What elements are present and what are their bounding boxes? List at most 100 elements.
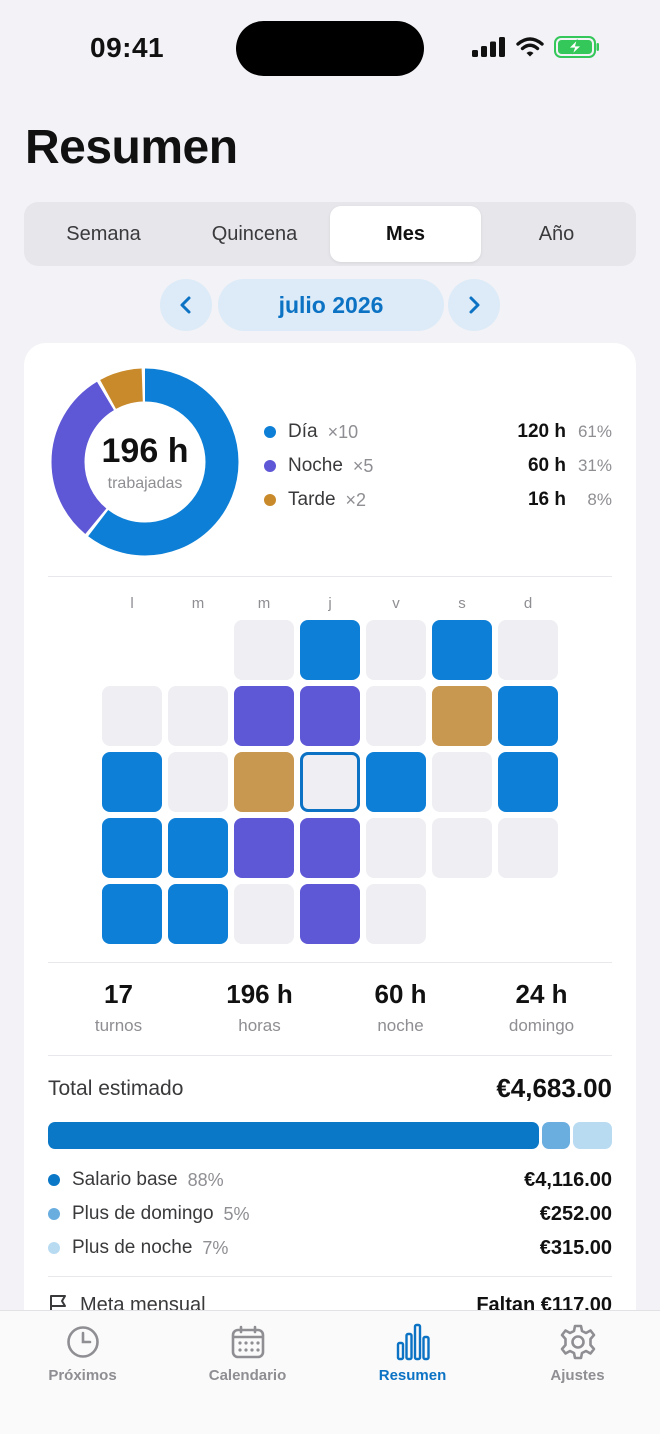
tab-proximos[interactable]: Próximos — [0, 1311, 165, 1434]
calendar-day-dia[interactable] — [300, 620, 360, 680]
weekday-label: s — [458, 595, 466, 612]
stat-domingo: 24 h domingo — [471, 979, 612, 1036]
tab-bar: Próximos Calendario Resumen — [0, 1310, 660, 1434]
legend-row-noche: Noche ×5 60 h 31% — [264, 449, 612, 483]
breakdown-dot — [48, 1242, 60, 1254]
legend-name: Tarde — [288, 489, 336, 510]
calendar-day-dia[interactable] — [366, 752, 426, 812]
segment-quincena[interactable]: Quincena — [211, 222, 298, 245]
chart-bars-icon — [396, 1323, 430, 1361]
calendar-day-dia[interactable] — [168, 884, 228, 944]
calendar-day-dia[interactable] — [168, 818, 228, 878]
calendar-day-free[interactable] — [234, 620, 294, 680]
legend-percent: 31% — [577, 456, 612, 475]
breakdown-percent: 5% — [223, 1203, 250, 1224]
calendar-day-dia[interactable] — [498, 686, 558, 746]
calendar-day-free[interactable] — [168, 686, 228, 746]
page-title: Resumen — [25, 121, 238, 174]
calendar-icon — [231, 1325, 264, 1359]
clock-icon — [66, 1326, 99, 1358]
calendar-day-free[interactable] — [366, 686, 426, 746]
divider — [48, 1055, 612, 1056]
hours-donut-chart — [51, 368, 239, 556]
segment-semana[interactable]: Semana — [66, 222, 141, 245]
stat-horas: 196 h horas — [189, 979, 330, 1036]
legend-count: ×2 — [345, 489, 367, 510]
tab-resumen[interactable]: Resumen — [330, 1311, 495, 1434]
calendar-day-free[interactable] — [498, 620, 558, 680]
legend-percent: 8% — [587, 490, 612, 509]
calendar-day-dia[interactable] — [102, 818, 162, 878]
calendar-day-dia[interactable] — [432, 620, 492, 680]
next-month-button[interactable] — [448, 279, 500, 331]
calendar-day-noche[interactable] — [234, 818, 294, 878]
calendar-day-free[interactable] — [498, 818, 558, 878]
breakdown-dot — [48, 1174, 60, 1186]
divider — [48, 1276, 612, 1277]
calendar-day-free[interactable] — [366, 884, 426, 944]
calendar-day-dia[interactable] — [102, 884, 162, 944]
status-icons — [472, 36, 600, 58]
calendar-day-tarde[interactable] — [432, 686, 492, 746]
segment-mes[interactable]: Mes — [330, 206, 481, 262]
segment-ano[interactable]: Año — [538, 222, 575, 245]
legend-percent: 61% — [577, 422, 612, 441]
tab-label: Resumen — [378, 1367, 447, 1384]
calendar-blank — [168, 620, 228, 680]
battery-charging-icon — [554, 36, 599, 58]
calendar-day-free[interactable] — [432, 752, 492, 812]
weekday-label: v — [392, 595, 400, 612]
wifi-icon — [516, 37, 544, 57]
shift-legend: Día ×10 120 h 61% Noche ×5 60 h 31% Tard… — [264, 415, 612, 517]
divider — [48, 962, 612, 963]
calendar-day-noche[interactable] — [234, 686, 294, 746]
stat-label: domingo — [508, 1016, 575, 1035]
bar-segment — [542, 1122, 570, 1149]
calendar-day-tarde[interactable] — [234, 752, 294, 812]
stat-value: 24 h — [515, 979, 568, 1009]
calendar-day-free[interactable] — [366, 818, 426, 878]
calendar-day-free[interactable] — [366, 620, 426, 680]
calendar-day-free[interactable] — [102, 686, 162, 746]
breakdown-amount: €252.00 — [539, 1202, 612, 1225]
status-bar: 09:41 — [0, 0, 660, 96]
calendar-day-noche[interactable] — [300, 686, 360, 746]
tab-label: Ajustes — [550, 1367, 605, 1384]
weekday-label: m — [191, 595, 205, 612]
calendar-day-dia[interactable] — [102, 752, 162, 812]
calendar-day-noche[interactable] — [300, 884, 360, 944]
previous-month-button[interactable] — [160, 279, 212, 331]
stat-label: noche — [377, 1016, 424, 1035]
gear-icon — [560, 1324, 595, 1360]
stat-noche: 60 h noche — [330, 979, 471, 1036]
legend-count: ×10 — [327, 421, 359, 442]
calendar-day-noche[interactable] — [300, 818, 360, 878]
cellular-signal-icon — [472, 37, 505, 57]
calendar-day-free[interactable] — [234, 884, 294, 944]
calendar-day-today[interactable] — [300, 752, 360, 812]
weekday-label: l — [130, 595, 134, 612]
stat-turnos: 17 turnos — [48, 979, 189, 1036]
calendar-day-free[interactable] — [432, 818, 492, 878]
tab-ajustes[interactable]: Ajustes — [495, 1311, 660, 1434]
legend-dot-tarde — [264, 494, 276, 506]
bar-segment — [48, 1122, 540, 1149]
calendar-day-free[interactable] — [168, 752, 228, 812]
breakdown-name: Plus de domingo — [72, 1203, 214, 1224]
weekday-label: d — [523, 595, 533, 612]
calendar-blank — [102, 620, 162, 680]
total-estimate-row: Total estimado €4,683.00 — [48, 1073, 612, 1104]
calendar-day-dia[interactable] — [498, 752, 558, 812]
month-label[interactable]: julio 2026 — [218, 279, 444, 331]
earnings-stacked-bar — [48, 1122, 612, 1149]
stats-row: 17 turnos 196 h horas 60 h noche 24 h do… — [48, 979, 612, 1036]
chevron-left-icon — [180, 296, 191, 314]
tab-calendario[interactable]: Calendario — [165, 1311, 330, 1434]
chevron-right-icon — [469, 296, 480, 314]
breakdown-row: Salario base 88% €4,116.00 — [48, 1163, 612, 1197]
legend-hours: 60 h — [527, 455, 566, 476]
donut-center: 196 h trabajadas — [48, 365, 242, 559]
total-label: Total estimado — [48, 1076, 184, 1100]
legend-dot-noche — [264, 460, 276, 472]
divider — [48, 576, 612, 577]
